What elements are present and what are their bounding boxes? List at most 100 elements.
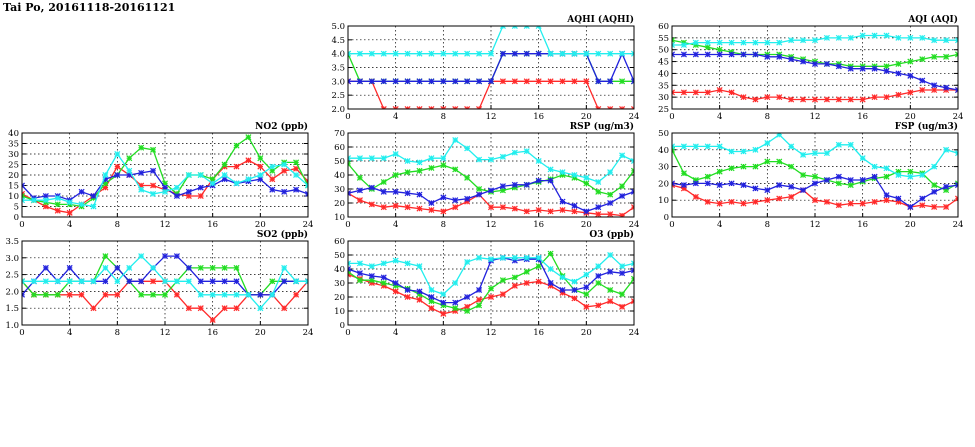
data-point bbox=[607, 286, 614, 294]
y-tick-label: 20 bbox=[8, 171, 19, 181]
data-point bbox=[416, 296, 423, 303]
data-point bbox=[440, 310, 447, 317]
data-point bbox=[138, 144, 145, 151]
data-point bbox=[907, 203, 914, 210]
data-point bbox=[895, 91, 902, 98]
x-tick-label: 16 bbox=[207, 220, 218, 230]
x-tick-label: 0 bbox=[345, 220, 350, 230]
data-point bbox=[476, 185, 483, 193]
data-point bbox=[185, 305, 192, 312]
x-tick-label: 16 bbox=[857, 220, 868, 230]
y-tick-label: 10 bbox=[658, 196, 669, 206]
data-point bbox=[304, 190, 308, 197]
data-point bbox=[630, 157, 634, 165]
y-tick-label: 1.0 bbox=[5, 321, 19, 331]
data-point bbox=[895, 70, 902, 77]
data-point bbox=[66, 278, 73, 285]
data-point bbox=[428, 105, 435, 109]
x-tick-label: 20 bbox=[581, 112, 592, 122]
data-point bbox=[269, 278, 276, 285]
x-tick-label: 16 bbox=[533, 328, 544, 338]
data-point bbox=[619, 78, 626, 85]
data-point bbox=[348, 190, 352, 197]
data-point bbox=[197, 291, 204, 298]
x-tick-label: 0 bbox=[345, 328, 350, 338]
data-point bbox=[535, 50, 542, 57]
y-tick-label: 60 bbox=[334, 143, 345, 153]
y-tick-label: 20 bbox=[334, 293, 345, 303]
x-tick-label: 24 bbox=[303, 328, 314, 338]
chart-title: AQI (AQI) bbox=[907, 14, 958, 25]
data-point bbox=[535, 78, 542, 85]
y-tick-label: 30 bbox=[334, 279, 345, 289]
data-point bbox=[811, 180, 819, 187]
data-point bbox=[356, 187, 363, 194]
data-point bbox=[404, 260, 411, 267]
plot-frame bbox=[347, 132, 635, 218]
data-point bbox=[114, 171, 121, 179]
data-point bbox=[161, 291, 169, 298]
data-point bbox=[440, 299, 447, 306]
data-point bbox=[476, 286, 483, 294]
data-point bbox=[476, 78, 483, 85]
y-tick-label: 3.5 bbox=[331, 64, 345, 74]
y-tick-label: 20 bbox=[658, 179, 669, 189]
data-point bbox=[740, 51, 747, 58]
data-point bbox=[919, 77, 926, 84]
data-point bbox=[583, 271, 590, 278]
data-point bbox=[487, 285, 495, 292]
data-point bbox=[22, 291, 26, 298]
data-point bbox=[487, 50, 495, 57]
data-point bbox=[547, 50, 554, 57]
data-point bbox=[368, 272, 375, 280]
data-point bbox=[811, 37, 819, 44]
x-tick-label: 12 bbox=[160, 328, 171, 338]
data-point bbox=[619, 183, 626, 190]
y-tick-label: 0 bbox=[14, 213, 19, 223]
chart-title: O3 (ppb) bbox=[589, 229, 634, 240]
data-point bbox=[221, 278, 228, 285]
data-point bbox=[704, 89, 711, 96]
data-point bbox=[692, 39, 699, 46]
data-point bbox=[150, 278, 157, 285]
data-point bbox=[499, 204, 506, 211]
data-point bbox=[476, 254, 483, 261]
data-point bbox=[348, 260, 352, 267]
data-point bbox=[716, 182, 723, 189]
data-point bbox=[547, 250, 554, 257]
data-point bbox=[630, 275, 634, 282]
data-point bbox=[943, 84, 950, 91]
data-point bbox=[871, 32, 878, 39]
data-point bbox=[54, 291, 61, 298]
data-point bbox=[776, 182, 783, 189]
data-point bbox=[380, 274, 387, 281]
data-point bbox=[440, 105, 447, 109]
data-point bbox=[185, 188, 192, 195]
data-point bbox=[692, 89, 699, 96]
data-point bbox=[428, 206, 435, 214]
data-point bbox=[716, 200, 723, 207]
data-point bbox=[619, 105, 626, 109]
y-tick-label: 3.5 bbox=[5, 237, 19, 247]
data-point bbox=[404, 169, 411, 176]
data-point bbox=[619, 270, 626, 277]
plot-frame bbox=[347, 25, 635, 110]
data-point bbox=[595, 50, 602, 57]
data-point bbox=[788, 143, 795, 150]
data-point bbox=[173, 278, 180, 285]
data-point bbox=[138, 291, 145, 298]
data-point bbox=[811, 150, 819, 157]
x-tick-label: 4 bbox=[393, 112, 398, 122]
y-tick-label: 60 bbox=[658, 22, 669, 32]
data-point bbox=[954, 51, 958, 58]
data-point bbox=[392, 50, 399, 57]
data-point bbox=[835, 34, 842, 41]
data-point bbox=[257, 163, 264, 170]
data-point bbox=[835, 202, 842, 209]
data-point bbox=[571, 171, 578, 179]
x-tick-label: 0 bbox=[669, 220, 674, 230]
data-point bbox=[943, 53, 950, 60]
data-point bbox=[823, 198, 830, 205]
data-point bbox=[392, 279, 399, 287]
data-point bbox=[607, 251, 614, 259]
